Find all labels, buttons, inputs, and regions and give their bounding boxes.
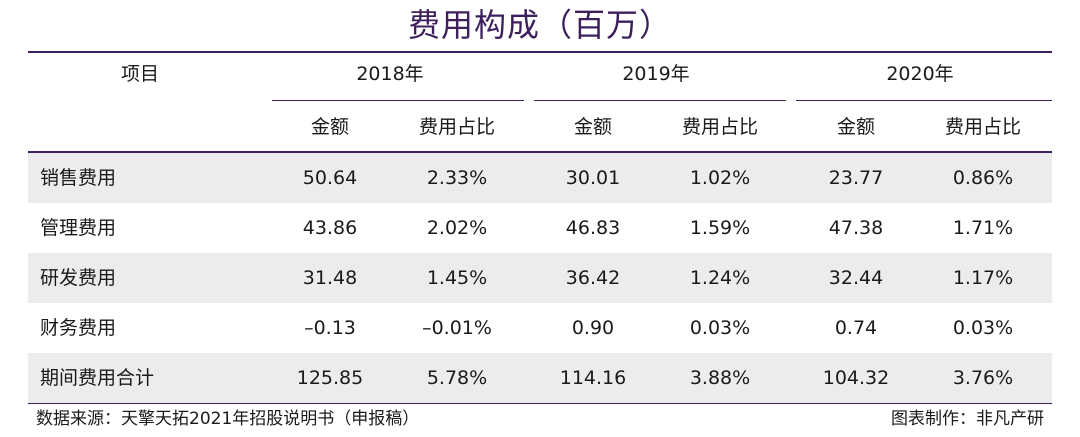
cell-ratio-2018: 1.45% bbox=[426, 267, 488, 289]
header-item-label: 项目 bbox=[120, 63, 159, 85]
source-note: 数据来源：天擎天拓2021年招股说明书（申报稿） bbox=[36, 409, 420, 429]
row-band bbox=[28, 353, 1052, 403]
cell-amount-2018: 125.85 bbox=[296, 367, 364, 389]
cell-amount-2018: 43.86 bbox=[302, 217, 358, 239]
cell-ratio-2020: 3.76% bbox=[952, 367, 1014, 389]
year-rule-2018 bbox=[272, 100, 524, 101]
cell-amount-2020: 0.74 bbox=[834, 317, 878, 339]
cell-amount-2018: –0.13 bbox=[304, 317, 356, 339]
header-year-2018: 2018年 bbox=[356, 63, 424, 85]
year-rule-2019 bbox=[534, 100, 786, 101]
row-label: 研发费用 bbox=[40, 267, 117, 289]
cell-ratio-2020: 1.71% bbox=[952, 217, 1014, 239]
row-label: 管理费用 bbox=[40, 217, 117, 239]
row-label: 财务费用 bbox=[40, 317, 117, 339]
subheader-ratio-2018: 费用占比 bbox=[418, 116, 495, 138]
cell-amount-2019: 114.16 bbox=[559, 367, 627, 389]
cell-ratio-2019: 1.02% bbox=[689, 167, 751, 189]
row-label: 销售费用 bbox=[40, 167, 117, 189]
cell-ratio-2019: 3.88% bbox=[689, 367, 751, 389]
header-year-2020: 2020年 bbox=[886, 63, 954, 85]
cell-amount-2019: 0.90 bbox=[571, 317, 615, 339]
cell-ratio-2019: 1.59% bbox=[689, 217, 751, 239]
year-rule-2020 bbox=[796, 100, 1052, 101]
cell-ratio-2018: 2.02% bbox=[426, 217, 488, 239]
cell-amount-2020: 104.32 bbox=[822, 367, 890, 389]
cell-amount-2020: 32.44 bbox=[828, 267, 884, 289]
cell-ratio-2019: 0.03% bbox=[689, 317, 751, 339]
subheader-amount-2019: 金额 bbox=[573, 116, 612, 138]
table-bottom-rule bbox=[28, 403, 1052, 404]
cell-ratio-2018: 5.78% bbox=[426, 367, 488, 389]
subheader-amount-2020: 金额 bbox=[836, 116, 875, 138]
header-year-2019: 2019年 bbox=[622, 63, 690, 85]
row-label: 期间费用合计 bbox=[40, 367, 155, 389]
cell-ratio-2020: 1.17% bbox=[952, 267, 1014, 289]
header-bottom-rule bbox=[28, 151, 1052, 153]
credit-note: 图表制作：非凡产研 bbox=[891, 409, 1044, 429]
cell-amount-2020: 47.38 bbox=[828, 217, 884, 239]
cell-amount-2019: 36.42 bbox=[565, 267, 621, 289]
subheader-ratio-2020: 费用占比 bbox=[944, 116, 1021, 138]
cell-amount-2019: 46.83 bbox=[565, 217, 621, 239]
row-band bbox=[28, 253, 1052, 303]
cell-ratio-2020: 0.03% bbox=[952, 317, 1014, 339]
cell-amount-2020: 23.77 bbox=[828, 167, 884, 189]
cell-amount-2018: 50.64 bbox=[302, 167, 358, 189]
cell-ratio-2018: 2.33% bbox=[426, 167, 488, 189]
cell-ratio-2018: –0.01% bbox=[422, 317, 492, 339]
subheader-ratio-2019: 费用占比 bbox=[681, 116, 758, 138]
cell-amount-2018: 31.48 bbox=[302, 267, 358, 289]
page-title: 费用构成（百万） bbox=[407, 6, 672, 44]
row-band bbox=[28, 153, 1052, 203]
table-top-rule bbox=[28, 51, 1052, 53]
cell-amount-2019: 30.01 bbox=[565, 167, 621, 189]
cell-ratio-2020: 0.86% bbox=[952, 167, 1014, 189]
cell-ratio-2019: 1.24% bbox=[689, 267, 751, 289]
subheader-amount-2018: 金额 bbox=[310, 116, 349, 138]
